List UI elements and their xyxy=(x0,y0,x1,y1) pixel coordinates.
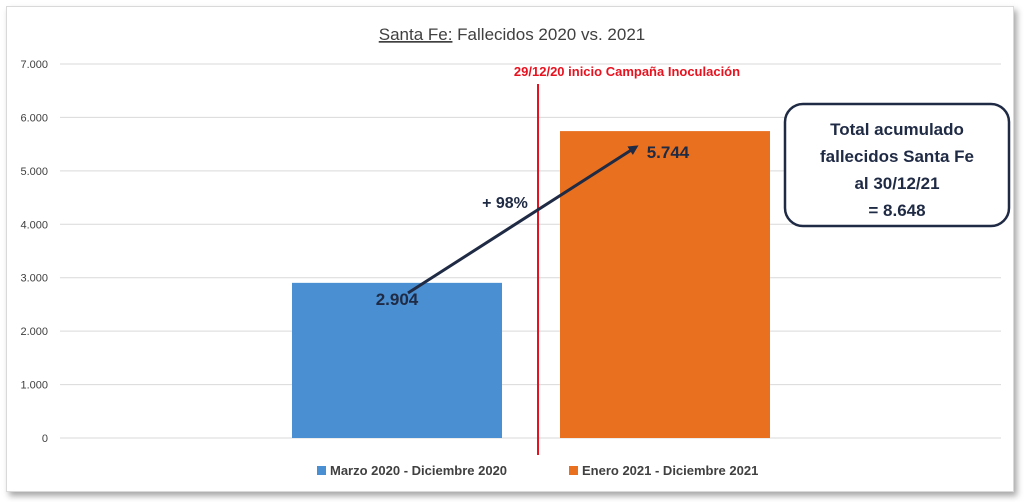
bar xyxy=(292,282,502,438)
total-annotation-line-3: al 30/12/21 xyxy=(854,174,939,193)
total-annotation-line-2: fallecidos Santa Fe xyxy=(820,147,974,166)
chart-title-rest: Fallecidos 2020 vs. 2021 xyxy=(452,25,645,44)
y-tick-label: 1.000 xyxy=(20,380,48,392)
chart-title-prefix: Santa Fe: xyxy=(379,25,453,44)
y-tick-label: 2.000 xyxy=(20,326,48,338)
vaccination-start-label: 29/12/20 inicio Campaña Inoculación xyxy=(514,64,740,79)
bar-value-label: 2.904 xyxy=(376,290,419,309)
y-tick-label: 5.000 xyxy=(20,166,48,178)
bar xyxy=(560,131,770,438)
value-labels: 2.904 5.744 xyxy=(376,143,690,309)
bar-value-label: 5.744 xyxy=(647,143,690,162)
total-annotation-line-4: = 8.648 xyxy=(868,201,925,220)
total-annotation-line-1: Total acumulado xyxy=(830,120,964,139)
legend-label: Marzo 2020 - Diciembre 2020 xyxy=(330,463,507,478)
growth-arrow xyxy=(407,145,639,295)
y-tick-label: 0 xyxy=(42,433,48,445)
legend-label: Enero 2021 - Diciembre 2021 xyxy=(582,463,758,478)
y-tick-label: 6.000 xyxy=(20,112,48,124)
chart-title: Santa Fe: Fallecidos 2020 vs. 2021 xyxy=(379,25,646,44)
y-tick-label: 4.000 xyxy=(20,219,48,231)
total-annotation-box: Total acumulado fallecidos Santa Fe al 3… xyxy=(783,102,1011,228)
legend-swatch xyxy=(317,466,326,475)
growth-percent-label: + 98% xyxy=(482,195,528,212)
y-tick-label: 7.000 xyxy=(20,59,48,71)
y-axis-ticks: 0 1.000 2.000 3.000 4.000 5.000 6.000 7.000 xyxy=(20,59,48,445)
y-tick-label: 3.000 xyxy=(20,273,48,285)
legend: Marzo 2020 - Diciembre 2020 Enero 2021 - … xyxy=(317,463,758,478)
bars xyxy=(292,131,770,438)
chart-frame xyxy=(6,6,1014,492)
legend-swatch xyxy=(569,466,578,475)
total-annotation-frame xyxy=(783,102,1011,228)
